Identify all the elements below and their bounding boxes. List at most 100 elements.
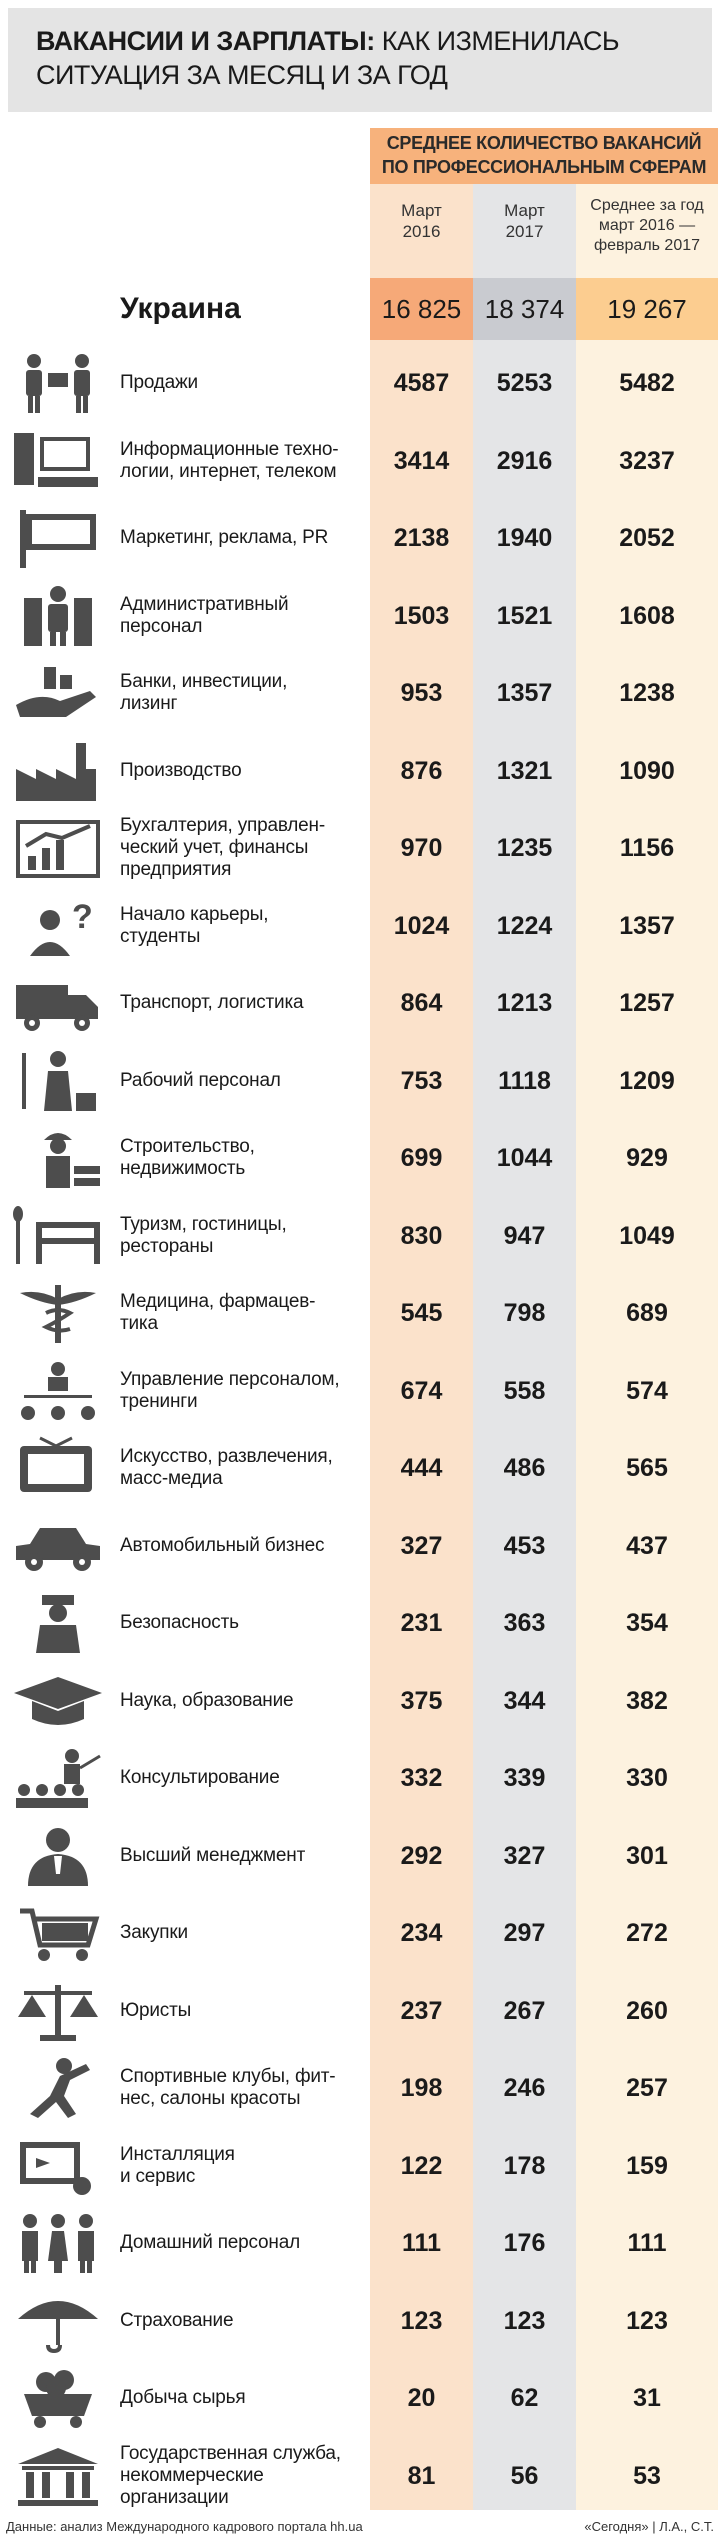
- row-label: Страхование: [120, 2309, 234, 2331]
- col1-line1: Март: [401, 201, 442, 220]
- table-row: Продажи 4587 5253 5482: [0, 346, 720, 420]
- growth-chart-icon: [16, 820, 100, 878]
- col1-line2: 2016: [402, 222, 441, 241]
- footer-credit: «Сегодня» | Л.А., С.Т.: [584, 2519, 714, 2534]
- row-label: Инсталляция и сервис: [120, 2143, 235, 2187]
- band-line-1: СРЕДНЕЕ КОЛИЧЕСТВО ВАКАНСИЙ: [386, 133, 702, 153]
- row-label: Начало карьеры, студенты: [120, 903, 269, 947]
- total-label: Украина: [120, 292, 241, 325]
- row-label: Строительство, недвижимость: [120, 1136, 255, 1179]
- government-building-icon: [18, 2447, 98, 2506]
- value-march-2016: 830: [400, 1221, 443, 1250]
- caduceus-icon: [20, 1285, 96, 1343]
- scales-icon: [18, 1984, 98, 2041]
- band-line-2: ПО ПРОФЕССИОНАЛЬНЫМ СФЕРАМ: [381, 157, 707, 177]
- value-year-average: 330: [626, 1764, 668, 1792]
- table-row: Маркетинг, реклама, PR 2138 1940 2052: [0, 501, 720, 575]
- shopping-cart-icon: [20, 1908, 100, 1961]
- table-row: Туризм, гостиницы, рестораны 830 947 1049: [0, 1199, 720, 1273]
- presenter-icon: [16, 1749, 101, 1808]
- row-label: Безопасность: [120, 1612, 239, 1633]
- car-icon: [16, 1527, 100, 1571]
- table-row: Консультирование 332 339 330: [0, 1741, 720, 1815]
- sales-people-icon: [26, 354, 90, 413]
- table-row: ? Начало карьеры, студенты 1024 1224 1357: [0, 889, 720, 963]
- value-march-2017: 1044: [496, 1144, 553, 1172]
- value-march-2017: 1213: [496, 989, 553, 1017]
- value-year-average: 111: [627, 2229, 667, 2257]
- column-header-march-2017: Март 2017: [473, 200, 576, 242]
- table-row: Добыча сырья 20 62 31: [0, 2361, 720, 2435]
- graduation-cap-icon: [14, 1676, 102, 1725]
- value-year-average: 3237: [619, 446, 675, 475]
- table-row: Информационные техно- логии, интернет, т…: [0, 424, 720, 498]
- value-march-2017: 453: [503, 1531, 546, 1560]
- header-band: [370, 128, 718, 184]
- value-year-average: 1608: [619, 601, 675, 630]
- value-march-2016: 1503: [393, 601, 450, 630]
- row-label: Высший менеджмент: [120, 1844, 306, 1866]
- col2-line2: 2017: [505, 222, 544, 241]
- value-march-2017: 123: [503, 2306, 546, 2335]
- title-box: ВАКАНСИИ И ЗАРПЛАТЫ: КАК ИЗМЕНИЛАСЬ СИТУ…: [8, 8, 712, 112]
- table-row: Автомобильный бизнес 327 453 437: [0, 1509, 720, 1583]
- title-line-1: ВАКАНСИИ И ЗАРПЛАТЫ: КАК ИЗМЕНИЛАСЬ: [36, 24, 712, 58]
- value-march-2016: 3414: [393, 446, 450, 475]
- value-year-average: 565: [626, 1454, 668, 1482]
- value-march-2017: 178: [503, 2151, 546, 2180]
- footer: Данные: анализ Международного кадрового …: [0, 2514, 720, 2540]
- row-label: Закупки: [120, 1922, 188, 1943]
- table-row: Наука, образование 375 344 382: [0, 1664, 720, 1738]
- row-label: Управление персоналом, тренинги: [120, 1368, 340, 1412]
- value-march-2016: 292: [400, 1841, 443, 1870]
- row-label: Юристы: [120, 1999, 192, 2021]
- value-march-2016: 237: [400, 1996, 443, 2025]
- row-label: Медицина, фармацев- тика: [120, 1291, 316, 1334]
- table-row: Производство 876 1321 1090: [0, 734, 720, 808]
- title-bold: ВАКАНСИИ И ЗАРПЛАТЫ:: [36, 26, 375, 56]
- value-march-2017: 246: [503, 2074, 546, 2102]
- column-header-march-2016: Март 2016: [370, 200, 473, 242]
- value-year-average: 437: [626, 1531, 668, 1560]
- value-year-average: 929: [626, 1144, 668, 1172]
- truck-icon: [16, 985, 98, 1031]
- title-line-2: СИТУАЦИЯ ЗА МЕСЯЦ И ЗА ГОД: [36, 60, 448, 90]
- value-march-2016: 375: [400, 1686, 443, 1715]
- col3-line3: февраль 2017: [593, 237, 701, 254]
- value-march-2016: 20: [407, 2384, 436, 2412]
- row-label: Продажи: [120, 372, 198, 393]
- value-march-2016: 2138: [393, 524, 450, 552]
- col3-line2: март 2016 —: [598, 217, 696, 234]
- umbrella-icon: [18, 2300, 98, 2353]
- value-march-2016: 4587: [393, 369, 450, 397]
- column-bg-march-2016: [370, 128, 473, 2510]
- value-march-2017: 62: [510, 2384, 539, 2412]
- value-march-2017: 486: [503, 1454, 546, 1482]
- value-march-2016: 332: [400, 1764, 443, 1792]
- value-march-2017: 176: [503, 2229, 546, 2257]
- table-row: Транспорт, логистика 864 1213 1257: [0, 966, 720, 1040]
- hotel-icon: [13, 1205, 100, 1264]
- row-label: Маркетинг, реклама, PR: [120, 527, 329, 548]
- value-year-average: 1357: [619, 911, 675, 940]
- install-icon: [20, 2141, 91, 2195]
- value-year-average: 257: [626, 2074, 668, 2102]
- title-rest: КАК ИЗМЕНИЛАСЬ: [374, 26, 620, 56]
- question-person-icon: ?: [30, 898, 93, 956]
- value-march-2017: 5253: [496, 369, 553, 397]
- value-march-2016: 876: [400, 756, 443, 785]
- table-row: Высший менеджмент 292 327 301: [0, 1819, 720, 1893]
- guard-icon: [36, 1595, 80, 1653]
- table-row: Закупки 234 297 272: [0, 1896, 720, 1970]
- value-year-average: 5482: [619, 369, 675, 397]
- value-march-2016: 444: [400, 1454, 443, 1482]
- value-year-average: 1156: [619, 834, 675, 862]
- billboard-icon: [20, 510, 96, 568]
- value-year-average: 159: [626, 2151, 668, 2180]
- row-label: Наука, образование: [120, 1689, 294, 1711]
- value-march-2016: 864: [400, 989, 443, 1017]
- row-label: Автомобильный бизнес: [120, 1534, 325, 1556]
- col3-line1: Среднее за год: [590, 197, 704, 214]
- footer-source: Данные: анализ Международного кадрового …: [6, 2519, 363, 2534]
- value-march-2016: 327: [400, 1531, 443, 1560]
